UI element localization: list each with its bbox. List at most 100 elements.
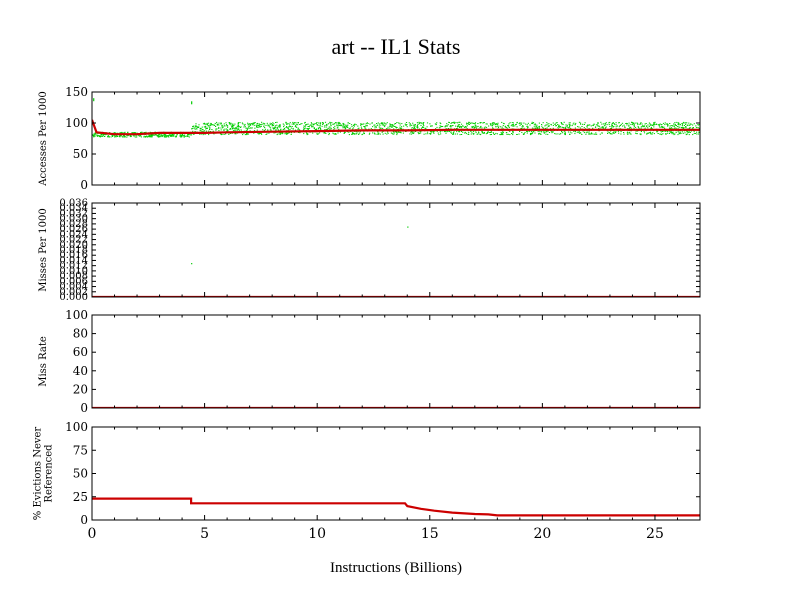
scatter-point bbox=[373, 124, 375, 126]
scatter-point bbox=[470, 130, 472, 132]
scatter-point bbox=[483, 127, 485, 129]
scatter-point bbox=[416, 126, 418, 128]
scatter-point bbox=[672, 125, 674, 127]
scatter-point bbox=[623, 124, 625, 126]
scatter-point bbox=[282, 129, 284, 130]
scatter-point bbox=[464, 126, 466, 128]
scatter-point bbox=[323, 126, 326, 128]
scatter-point bbox=[697, 133, 700, 135]
scatter-point bbox=[439, 127, 441, 129]
scatter-point bbox=[374, 124, 376, 126]
scatter-point bbox=[295, 122, 297, 124]
scatter-point bbox=[687, 132, 689, 134]
scatter-point bbox=[537, 131, 539, 133]
scatter-point bbox=[208, 130, 210, 132]
scatter-point bbox=[273, 132, 275, 134]
scatter-point bbox=[526, 130, 528, 132]
scatter-point bbox=[535, 126, 537, 128]
scatter-point bbox=[93, 133, 95, 135]
scatter-point bbox=[243, 124, 245, 126]
scatter-point bbox=[501, 126, 503, 128]
scatter-point bbox=[239, 127, 242, 128]
scatter-point bbox=[280, 128, 282, 130]
scatter-point bbox=[262, 129, 264, 131]
scatter-point bbox=[502, 132, 504, 133]
scatter-point bbox=[414, 128, 416, 130]
scatter-point bbox=[455, 128, 458, 129]
scatter-point bbox=[475, 125, 477, 127]
scatter-point bbox=[202, 130, 204, 132]
scatter-point bbox=[359, 131, 361, 133]
scatter-point bbox=[662, 122, 665, 124]
scatter-point bbox=[583, 132, 585, 134]
scatter-point bbox=[626, 131, 629, 133]
scatter-point bbox=[475, 130, 477, 132]
scatter-point bbox=[304, 127, 306, 129]
scatter-point bbox=[93, 98, 95, 102]
scatter-point bbox=[415, 131, 417, 132]
scatter-point bbox=[523, 127, 525, 129]
scatter-point bbox=[509, 122, 511, 124]
scatter-point bbox=[426, 122, 429, 124]
scatter-point bbox=[573, 122, 575, 124]
scatter-point bbox=[307, 123, 309, 125]
scatter-point bbox=[446, 123, 448, 125]
scatter-point bbox=[660, 124, 663, 126]
scatter-point bbox=[248, 127, 250, 129]
scatter-point bbox=[631, 124, 634, 126]
scatter-point bbox=[478, 132, 480, 134]
scatter-point bbox=[468, 131, 470, 133]
scatter-point bbox=[640, 122, 642, 124]
scatter-point bbox=[146, 136, 148, 138]
scatter-point bbox=[223, 134, 225, 135]
scatter-point bbox=[347, 124, 349, 126]
scatter-point bbox=[349, 123, 351, 124]
scatter-point bbox=[688, 131, 690, 133]
scatter-point bbox=[233, 124, 235, 126]
scatter-point bbox=[256, 129, 258, 131]
scatter-point bbox=[625, 123, 627, 124]
scatter-point bbox=[605, 126, 607, 128]
scatter-point bbox=[297, 124, 299, 126]
scatter-point bbox=[319, 123, 321, 125]
scatter-point bbox=[399, 131, 401, 133]
y-tick-label: 0.036 bbox=[59, 198, 88, 209]
scatter-point bbox=[522, 125, 524, 127]
scatter-point bbox=[564, 133, 566, 134]
scatter-point bbox=[248, 123, 250, 125]
scatter-point bbox=[457, 127, 459, 129]
scatter-point bbox=[688, 127, 691, 129]
scatter-point bbox=[693, 130, 695, 132]
scatter-point bbox=[674, 133, 676, 135]
scatter-point bbox=[507, 125, 509, 127]
scatter-point bbox=[412, 122, 414, 124]
scatter-point bbox=[689, 124, 691, 126]
scatter-point bbox=[615, 124, 617, 126]
scatter-point bbox=[96, 135, 98, 137]
scatter-point bbox=[678, 132, 680, 134]
scatter-point bbox=[627, 133, 629, 135]
scatter-point bbox=[280, 132, 282, 134]
scatter-point bbox=[478, 131, 480, 133]
scatter-point bbox=[563, 121, 565, 123]
scatter-point bbox=[380, 127, 382, 129]
scatter-point bbox=[264, 123, 266, 125]
scatter-point bbox=[267, 125, 269, 127]
scatter-point bbox=[94, 133, 96, 135]
scatter-point bbox=[582, 130, 584, 132]
scatter-point bbox=[476, 126, 478, 128]
scatter-point bbox=[569, 124, 571, 126]
scatter-point bbox=[465, 133, 467, 135]
scatter-point bbox=[439, 125, 441, 127]
scatter-point bbox=[677, 134, 679, 136]
scatter-point bbox=[500, 131, 502, 133]
scatter-point bbox=[392, 133, 394, 135]
scatter-point bbox=[261, 123, 263, 125]
scatter-point bbox=[504, 126, 506, 128]
scatter-point bbox=[276, 121, 278, 123]
scatter-point bbox=[285, 133, 288, 135]
scatter-point bbox=[303, 127, 305, 129]
scatter-point bbox=[639, 122, 641, 124]
scatter-point bbox=[622, 125, 624, 127]
